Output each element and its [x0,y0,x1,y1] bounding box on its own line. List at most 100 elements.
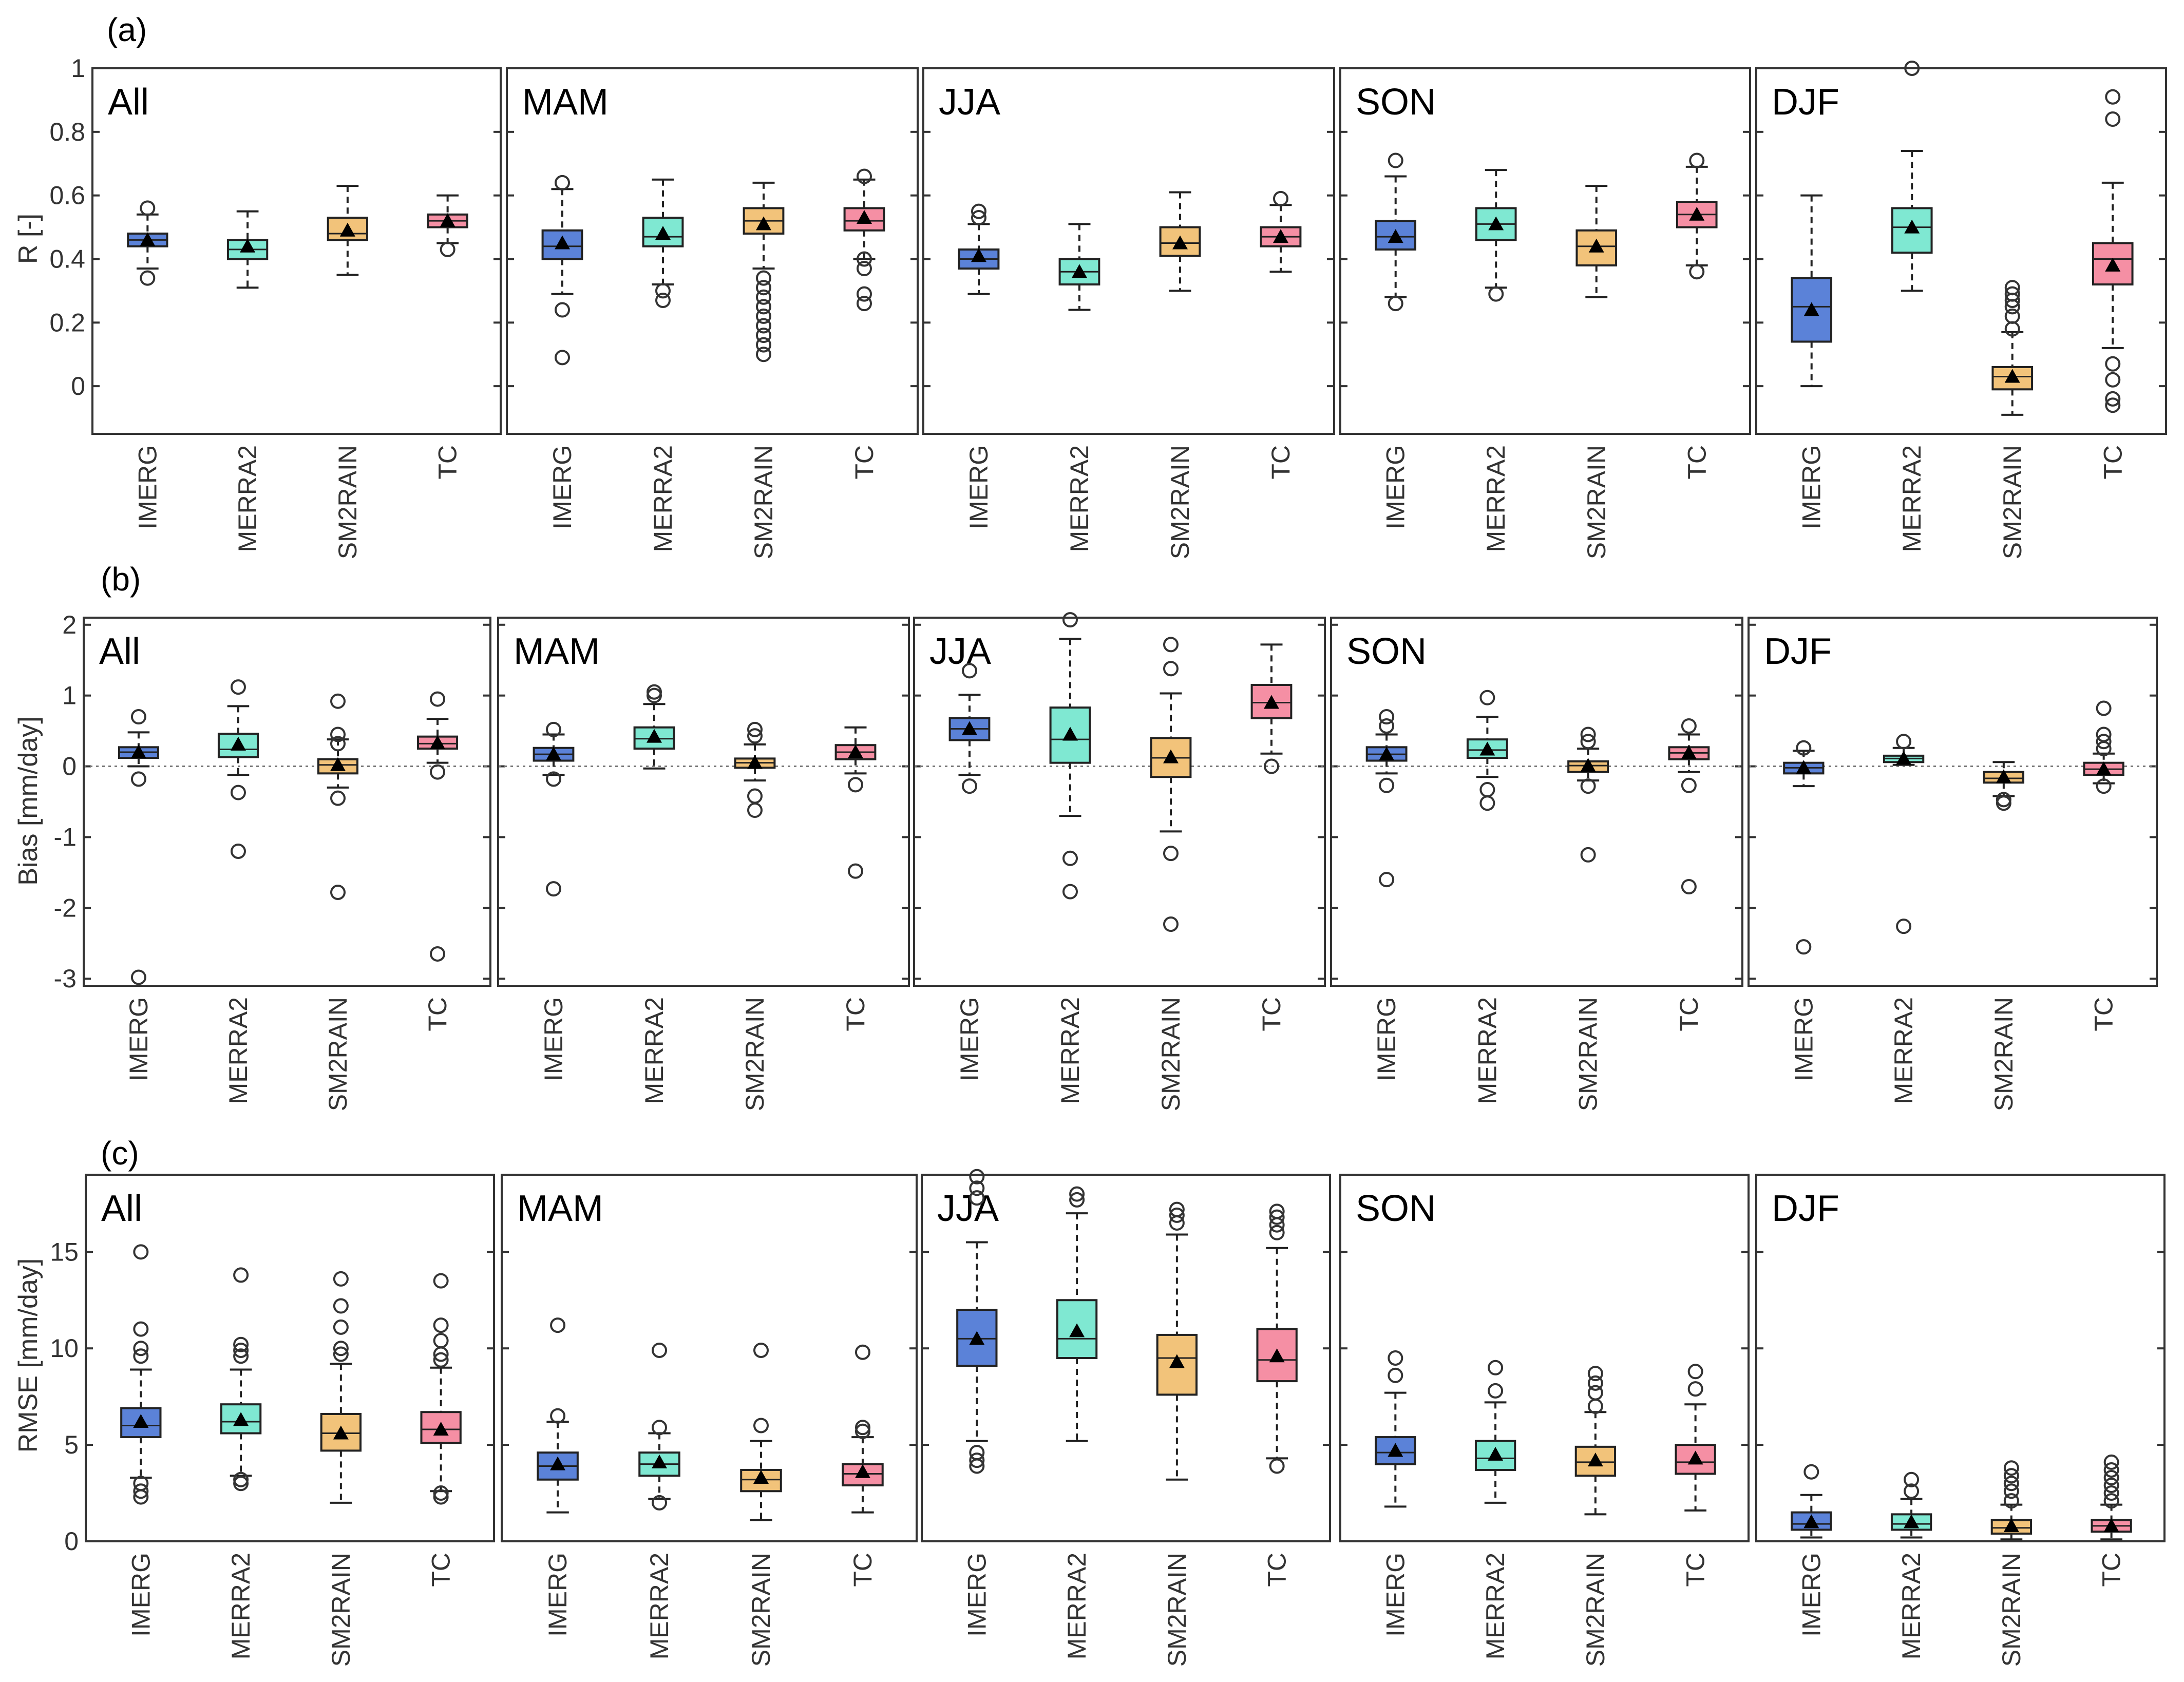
box-tc: TC [842,1344,884,1587]
panel-son: SON IMERG MERRA2 SM2RAIN TC [1339,1174,1750,1667]
outlier-point [133,1244,149,1260]
panel-mam: MAM IMERG MERRA2 SM2RAIN TC [501,1174,918,1667]
outlier-point [2003,1460,2019,1476]
y-tick-label: -3 [54,964,77,993]
outlier-point [971,203,986,219]
outlier-point [550,1408,566,1424]
mean-marker [433,1422,449,1436]
mean-marker [333,1425,349,1440]
outlier-point [2105,397,2121,413]
outlier-point [1479,782,1495,798]
category-label: SM2RAIN [740,997,769,1111]
outlier-point [1904,1483,1920,1499]
outlier-point [962,778,977,794]
mean-marker [962,721,977,735]
category-label: MERRA2 [640,997,669,1104]
mean-marker [1388,229,1403,243]
category-label: IMERG [126,1553,155,1637]
box-merra2: MERRA2 [1056,1186,1098,1659]
y-tick-label: 2 [62,610,77,639]
mean-marker [1803,302,1819,316]
outlier-point [1388,1367,1403,1383]
box-merra2: MERRA2 [1049,612,1091,1104]
season-label: MAM [517,1188,603,1229]
category-label: SM2RAIN [324,997,352,1111]
outlier-point [133,1341,149,1356]
outlier-point [1803,1464,1819,1480]
category-label: MERRA2 [226,1553,255,1659]
panel-frame [1339,67,1751,435]
outlier-point [1587,1398,1603,1414]
y-tick-label: 1 [62,681,77,710]
season-label: SON [1346,631,1427,672]
box-imerg: IMERG [956,1169,998,1637]
outlier-point [747,788,763,804]
outlier-point [1062,612,1078,628]
box-imerg: IMERG [120,1244,162,1637]
box-sm2rain: SM2RAIN [1159,191,1201,559]
outlier-point [2003,1468,2019,1484]
row-b-bias: (b) Bias [mm/day] -3 -2 -1 0 1 2 All IMERG MERRA… [13,561,2158,1111]
box-tc: TC [1256,1203,1298,1587]
panel-jja: JJA IMERG MERRA2 SM2RAIN TC [921,1169,1331,1667]
mean-marker [1488,216,1504,231]
outlier-point [756,299,771,315]
outlier-point [971,209,986,225]
outlier-point [433,1352,449,1368]
mean-marker [652,1454,668,1468]
outlier-point [233,1476,249,1492]
box-tc: TC [843,168,885,480]
season-label: All [99,631,140,672]
outlier-point [546,771,561,787]
panel-djf: DJF IMERG MERRA2 SM2RAIN TC [1755,61,2167,559]
mean-marker [430,735,446,750]
mean-marker [655,225,671,240]
category-label: MERRA2 [1897,445,1926,552]
outlier-point [230,844,246,859]
outlier-point [1488,1360,1504,1375]
category-label: TC [2098,445,2127,480]
box-tc: TC [427,194,468,480]
mean-marker [1379,747,1395,761]
mean-marker [971,248,986,262]
outlier-point [433,1333,449,1349]
outlier-point [1169,1215,1185,1231]
outlier-point [1379,709,1395,725]
row-a-ylabel: R [-] [13,214,43,264]
outlier-point [2003,1483,2019,1499]
outlier-point [652,1495,668,1511]
outlier-point [233,1267,249,1283]
outlier-point [2004,280,2020,296]
outlier-point [969,1452,985,1468]
category-label: TC [2097,1553,2126,1587]
mean-marker [2105,257,2121,272]
outlier-point [430,691,446,707]
category-label: SM2RAIN [327,1553,355,1667]
category-label: SM2RAIN [749,445,778,559]
category-label: MERRA2 [1065,445,1094,552]
category-label: SM2RAIN [1582,445,1611,559]
category-label: SM2RAIN [1166,445,1194,559]
panel-frame [1755,1174,2166,1542]
y-tick-label: 0.8 [49,118,85,146]
outlier-point [1062,850,1078,866]
outlier-point [756,280,771,296]
outlier-point [330,727,346,742]
category-label: MERRA2 [1482,445,1510,552]
outlier-point [857,296,872,312]
mean-marker [1588,238,1604,253]
row-b-label: (b) [101,561,141,598]
outlier-point [2105,89,2121,105]
outlier-point [1388,1350,1403,1366]
mean-marker [969,1331,985,1345]
category-label: TC [1675,997,1703,1031]
iqr-box [2092,242,2134,286]
category-label: TC [1263,1553,1292,1587]
iqr-box [541,229,583,260]
panel-frame [1330,617,1743,987]
category-label: MERRA2 [1897,1553,1926,1659]
mean-marker [1062,727,1078,741]
mean-marker [1479,741,1495,756]
box-sm2rain: SM2RAIN [1983,761,2025,1111]
category-label: IMERG [955,997,984,1081]
